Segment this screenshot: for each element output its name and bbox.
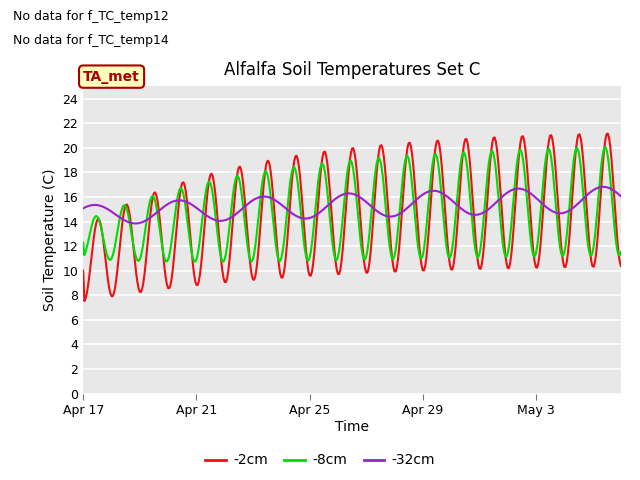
Title: Alfalfa Soil Temperatures Set C: Alfalfa Soil Temperatures Set C [224, 61, 480, 79]
Text: TA_met: TA_met [83, 70, 140, 84]
Y-axis label: Soil Temperature (C): Soil Temperature (C) [43, 169, 57, 311]
X-axis label: Time: Time [335, 420, 369, 434]
Text: No data for f_TC_temp14: No data for f_TC_temp14 [13, 34, 168, 47]
Legend: -2cm, -8cm, -32cm: -2cm, -8cm, -32cm [200, 448, 440, 473]
Text: No data for f_TC_temp12: No data for f_TC_temp12 [13, 10, 168, 23]
